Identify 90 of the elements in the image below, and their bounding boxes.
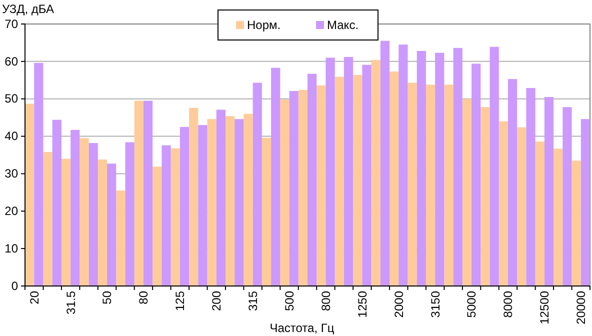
x-tick-label: 125: [173, 290, 188, 312]
bar: [298, 90, 308, 286]
x-tick-label: 20000: [574, 290, 588, 324]
y-tick-label: 30: [4, 166, 18, 181]
bar: [98, 159, 108, 286]
bar: [544, 96, 554, 286]
y-tick-label: 60: [4, 54, 18, 68]
bar: [344, 56, 354, 286]
x-tick-label: 31.5: [64, 290, 78, 314]
x-tick-label: 315: [246, 290, 260, 312]
bar: [271, 68, 280, 286]
legend-label: Норм.: [247, 18, 281, 32]
bar: [444, 84, 454, 286]
bar: [353, 74, 362, 286]
bar: [170, 148, 180, 286]
bar: [234, 119, 244, 286]
y-tick-label: 20: [4, 204, 18, 218]
bar: [572, 160, 581, 286]
bar: [316, 85, 326, 286]
y-tick-label: 70: [4, 16, 18, 31]
bar: [198, 125, 208, 286]
legend-label: Макс.: [327, 18, 359, 32]
bar: [252, 82, 262, 286]
bar: [180, 126, 190, 286]
bar: [508, 79, 518, 286]
bar: [371, 60, 380, 286]
x-tick-label: 500: [282, 290, 296, 312]
x-tick-label: 80: [136, 290, 151, 304]
bar: [334, 76, 344, 286]
bar: [326, 58, 335, 286]
bar: [526, 88, 536, 286]
bar: [225, 116, 235, 286]
bar: [134, 100, 144, 286]
bar: [280, 100, 290, 286]
bar: [390, 72, 399, 286]
bar: [25, 104, 34, 286]
bar: [216, 110, 226, 286]
bar: [80, 138, 89, 286]
x-tick-label: 12500: [538, 290, 552, 324]
x-tick-label: 2000: [392, 290, 406, 318]
bar: [43, 152, 52, 286]
bar: [152, 166, 162, 286]
x-tick-label: 5000: [464, 290, 479, 318]
bar: [416, 50, 426, 286]
bar: [162, 145, 171, 286]
x-axis-title: Частота, Гц: [270, 321, 334, 335]
bar: [189, 108, 198, 286]
bar: [562, 107, 572, 286]
y-tick-label: 0: [11, 278, 18, 293]
bar: [207, 119, 216, 286]
x-tick-label: 20: [27, 290, 42, 304]
bar: [435, 52, 444, 286]
bar: [398, 44, 408, 286]
x-tick-label: 800: [318, 290, 333, 312]
bar: [289, 90, 298, 286]
bar: [116, 190, 126, 286]
bar: [462, 98, 472, 286]
bar: [535, 142, 544, 286]
x-tick-label: 50: [100, 290, 114, 304]
bar: [52, 120, 62, 286]
y-tick-label: 50: [4, 92, 18, 106]
bar: [262, 138, 272, 286]
x-tick-label: 3150: [428, 290, 442, 318]
bar: [554, 148, 563, 286]
bar: [453, 48, 462, 286]
bar: [143, 100, 153, 286]
y-tick-label: 10: [4, 241, 18, 256]
bar: [472, 64, 481, 286]
bar: [490, 46, 499, 286]
x-tick-label: 200: [210, 290, 224, 312]
bar: [70, 130, 80, 286]
y-tick-label: 40: [4, 129, 18, 144]
bar: [498, 121, 508, 286]
bar: [88, 143, 98, 286]
bar: [125, 142, 134, 286]
bar: [408, 82, 417, 286]
bar: [244, 114, 253, 286]
bar: [517, 127, 526, 286]
bar: [34, 62, 44, 286]
bar: [380, 40, 390, 286]
bar: [308, 74, 317, 286]
x-tick-label: 8000: [501, 290, 516, 318]
y-axis-title: УЗД, дБА: [2, 2, 54, 16]
bar: [580, 119, 590, 286]
bar: [107, 164, 116, 286]
x-tick-label: 1250: [355, 290, 370, 318]
bar: [61, 158, 71, 286]
bar: [480, 107, 490, 286]
bar: [426, 84, 436, 286]
bar: [362, 64, 372, 286]
